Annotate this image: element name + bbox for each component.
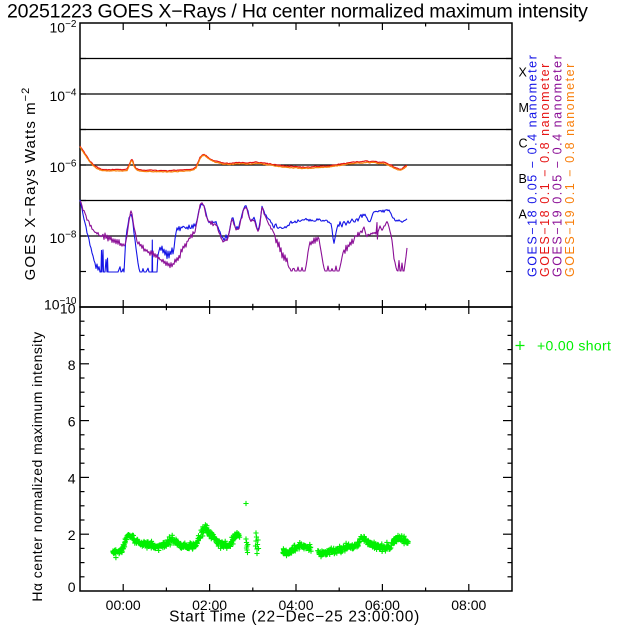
svg-text:+0.00 short: +0.00 short [537, 338, 611, 354]
svg-text:GOES−19 0.1 − 0.8 nanometer: GOES−19 0.1 − 0.8 nanometer [563, 62, 577, 277]
svg-text:M: M [519, 101, 529, 115]
svg-text:2: 2 [68, 527, 76, 543]
svg-text:00:00: 00:00 [106, 597, 141, 613]
svg-text:10: 10 [60, 300, 76, 316]
svg-text:A: A [519, 207, 528, 221]
svg-text:Start Time (22−Dec−25 23:00:00: Start Time (22−Dec−25 23:00:00) [169, 609, 420, 626]
svg-text:GOES X−Rays Watts m−2: GOES X−Rays Watts m−2 [20, 87, 39, 281]
svg-text:GOES−18 0.1 − 0.8 nanometer: GOES−18 0.1 − 0.8 nanometer [538, 62, 552, 277]
svg-text:Hα center normalized maximum i: Hα center normalized maximum intensity [29, 331, 45, 601]
svg-text:0: 0 [68, 579, 76, 595]
svg-text:08:00: 08:00 [451, 597, 486, 613]
svg-text:GOES−18 0.05 − 0.4 nanometer: GOES−18 0.05 − 0.4 nanometer [526, 54, 540, 277]
svg-text:06:00: 06:00 [365, 597, 400, 613]
svg-text:20251223 GOES X−Rays / Hα cent: 20251223 GOES X−Rays / Hα center normali… [7, 1, 588, 23]
svg-text:X: X [519, 66, 528, 80]
svg-text:04:00: 04:00 [278, 597, 313, 613]
svg-text:8: 8 [68, 357, 76, 373]
svg-text:GOES−19 0.05 − 0.4 nanometer: GOES−19 0.05 − 0.4 nanometer [551, 54, 565, 277]
svg-text:B: B [519, 172, 527, 186]
svg-text:02:00: 02:00 [192, 597, 227, 613]
svg-text:4: 4 [68, 470, 76, 486]
svg-text:6: 6 [68, 414, 76, 430]
svg-text:C: C [519, 136, 528, 150]
